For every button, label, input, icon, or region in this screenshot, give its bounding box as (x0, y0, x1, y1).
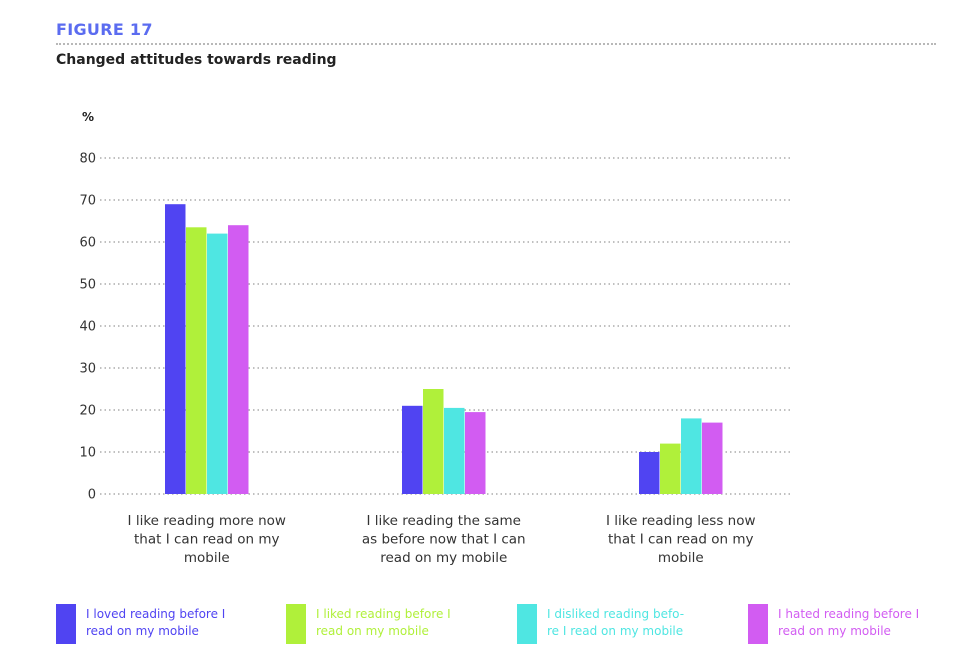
x-category-label: mobile (658, 550, 704, 566)
legend-swatch (286, 604, 306, 644)
legend-label-line: read on my mobile (778, 624, 891, 638)
legend-label: I hated reading before I read on my mobil… (778, 606, 948, 640)
bar (702, 422, 723, 494)
bar (186, 227, 207, 495)
legend-label-line: I loved reading before I (86, 607, 226, 621)
header-divider (56, 43, 936, 45)
bar (228, 225, 249, 494)
y-tick-label: 50 (79, 278, 96, 293)
x-category-label: as before now that I can (362, 532, 526, 548)
legend-label-line: I liked reading before I (316, 607, 451, 621)
figure-number: FIGURE 17 (56, 20, 153, 39)
y-tick-label: 10 (79, 446, 96, 461)
legend-label-line: I hated reading before I (778, 607, 920, 621)
y-tick-label: 80 (79, 152, 96, 167)
bar (681, 418, 702, 494)
y-tick-label: 0 (88, 488, 96, 503)
y-tick-label: 40 (79, 320, 96, 335)
chart-legend: I loved reading before I read on my mobil… (56, 602, 956, 652)
x-category-label: I like reading the same (367, 513, 522, 529)
y-tick-label: 60 (79, 236, 96, 251)
bar (639, 452, 660, 494)
y-axis-unit-label: % (82, 110, 94, 124)
y-tick-label: 20 (79, 404, 96, 419)
bar (465, 412, 486, 494)
legend-label-line: read on my mobile (316, 624, 429, 638)
bar-chart: % 0 10 20 30 40 50 60 70 80 I like reading more no… (79, 110, 792, 566)
legend-label-line: I disliked reading befo- (547, 607, 685, 621)
x-category-label: read on my mobile (380, 550, 507, 566)
legend-swatch (517, 604, 537, 644)
bar (423, 389, 444, 494)
bar (402, 405, 423, 494)
legend-label: I loved reading before I read on my mobil… (86, 606, 256, 640)
bar (660, 443, 681, 494)
x-category-label: mobile (184, 550, 230, 566)
legend-label: I disliked reading befo-re I read on my … (547, 606, 717, 640)
legend-label: I liked reading before I read on my mobil… (316, 606, 486, 640)
y-tick-label: 30 (79, 362, 96, 377)
bar (165, 204, 186, 494)
legend-label-line: re I read on my mobile (547, 624, 684, 638)
x-category-label: I like reading more now (128, 513, 286, 529)
bar (444, 407, 465, 494)
legend-label-line: read on my mobile (86, 624, 199, 638)
bar (207, 233, 228, 494)
x-category-label: I like reading less now (606, 513, 756, 529)
legend-swatch (56, 604, 76, 644)
legend-swatch (748, 604, 768, 644)
y-tick-label: 70 (79, 194, 96, 209)
chart-title: Changed attitudes towards reading (56, 52, 337, 68)
x-category-label: that I can read on my (134, 532, 279, 548)
x-category-label: that I can read on my (608, 532, 753, 548)
